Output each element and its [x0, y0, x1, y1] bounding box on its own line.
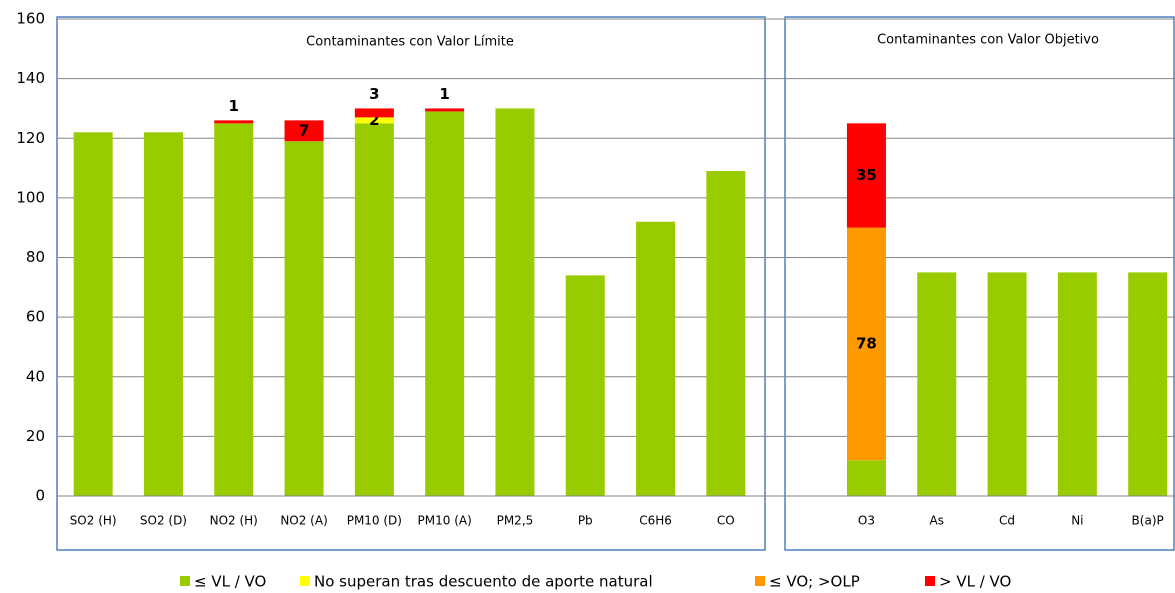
data-label: 78	[856, 334, 877, 352]
data-label: 35	[856, 166, 877, 184]
bar-segment	[284, 141, 324, 496]
y-tick-label: 160	[16, 10, 45, 28]
x-tick-label: SO2 (D)	[140, 514, 187, 528]
bar-segment	[214, 120, 254, 124]
bar-segment	[143, 132, 183, 496]
bar-segment	[495, 108, 535, 496]
bar-segment	[425, 111, 465, 496]
x-tick-label: Pb	[578, 514, 593, 528]
y-tick-label: 140	[16, 69, 45, 87]
bar-segment	[706, 171, 746, 496]
legend-swatch	[925, 576, 935, 586]
x-tick-label: Ni	[1071, 514, 1083, 528]
y-tick-label: 60	[26, 308, 45, 326]
panel-title: Contaminantes con Valor Límite	[306, 35, 514, 50]
panel-frame	[56, 16, 766, 551]
legend-label: ≤ VO; >OLP	[769, 573, 860, 591]
bar-segment	[846, 460, 886, 496]
legend-swatch	[180, 576, 190, 586]
x-tick-label: CO	[717, 514, 735, 528]
legend-swatch	[300, 576, 310, 586]
y-tick-label: 80	[26, 248, 45, 266]
panel-frame	[784, 16, 1175, 551]
data-label: 2	[369, 111, 379, 129]
bar-segment	[1128, 272, 1168, 496]
x-tick-label: O3	[858, 514, 875, 528]
bar-segment	[987, 272, 1027, 496]
bar-segment	[846, 123, 886, 228]
x-tick-label: PM2,5	[497, 514, 534, 528]
bar-segment	[636, 221, 676, 496]
bar-segment	[354, 123, 394, 496]
x-tick-label: B(a)P	[1132, 514, 1164, 528]
x-tick-label: C6H6	[639, 514, 672, 528]
x-tick-label: PM10 (D)	[347, 514, 402, 528]
data-label: 1	[439, 85, 449, 103]
x-tick-label: PM10 (A)	[418, 514, 472, 528]
data-label: 7	[299, 121, 309, 139]
x-tick-label: SO2 (H)	[70, 514, 117, 528]
y-tick-label: 100	[16, 188, 45, 206]
y-tick-label: 120	[16, 129, 45, 147]
bar-segment	[565, 275, 605, 496]
bar-segment	[917, 272, 957, 496]
y-tick-label: 0	[35, 487, 45, 505]
panel-title: Contaminantes con Valor Objetivo	[877, 33, 1099, 48]
legend-swatch	[755, 576, 765, 586]
bar-segment	[284, 120, 324, 142]
x-tick-label: As	[930, 514, 944, 528]
bar-segment	[73, 132, 113, 496]
bar-segment	[214, 123, 254, 496]
data-label: 3	[369, 85, 379, 103]
legend-label: No superan tras descuento de aporte natu…	[314, 573, 653, 591]
data-label: 1	[229, 97, 239, 115]
bar-segment	[846, 227, 886, 461]
bar-segment	[354, 108, 394, 118]
bar-segment	[425, 108, 465, 112]
legend-label: > VL / VO	[939, 573, 1011, 591]
y-tick-label: 20	[26, 427, 45, 445]
bar-segment	[354, 117, 394, 124]
x-tick-label: Cd	[999, 514, 1015, 528]
x-tick-label: NO2 (H)	[210, 514, 258, 528]
bar-segment	[1057, 272, 1097, 496]
y-tick-label: 40	[26, 367, 45, 385]
x-tick-label: NO2 (A)	[280, 514, 327, 528]
legend-label: ≤ VL / VO	[194, 573, 266, 591]
